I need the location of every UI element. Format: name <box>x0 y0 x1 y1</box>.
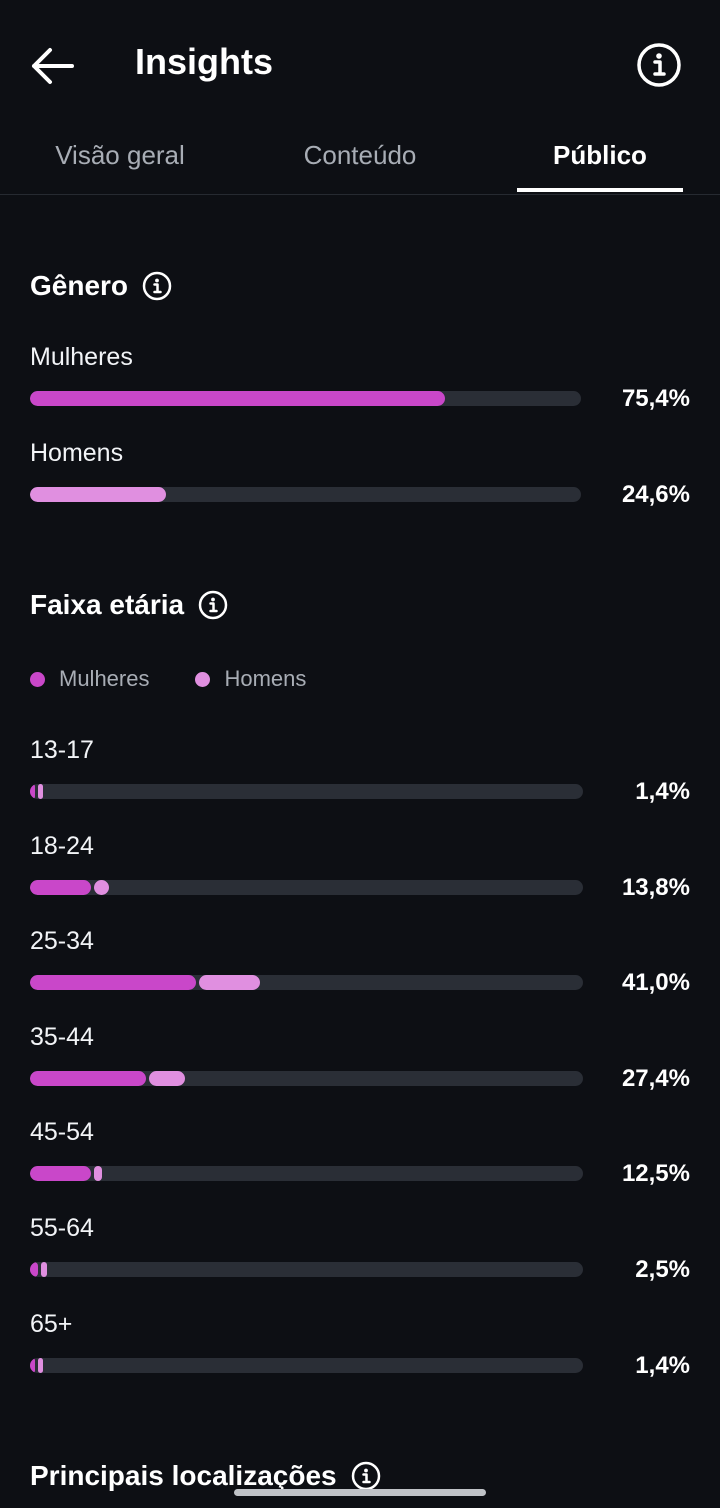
age-info-icon[interactable] <box>198 590 228 620</box>
legend-label-men: Homens <box>224 666 307 691</box>
age-row-percent: 1,4% <box>635 778 690 805</box>
age-row-percent: 13,8% <box>621 874 690 901</box>
gender-bar-track <box>30 487 581 502</box>
app-header: Insights <box>0 0 720 118</box>
age-bar-men <box>93 880 110 895</box>
locations-info-icon[interactable] <box>351 1461 381 1491</box>
age-bar-women <box>30 1262 38 1277</box>
gender-section-title: Gênero <box>30 270 172 302</box>
age-row-percent: 1,4% <box>635 1352 690 1379</box>
gender-info-icon[interactable] <box>142 271 172 301</box>
age-bar-track <box>30 1358 583 1373</box>
age-row-label: 25-34 <box>30 927 94 955</box>
age-bar-women <box>30 1071 147 1086</box>
gender-bar-track <box>30 391 581 406</box>
age-row-label: 55-64 <box>30 1214 94 1242</box>
gender-title-text: Gênero <box>30 270 129 301</box>
locations-section-title: Principais localizações <box>30 1460 381 1492</box>
legend-women: Mulheres <box>30 666 149 692</box>
home-indicator[interactable] <box>234 1489 486 1496</box>
locations-title-text: Principais localizações <box>30 1460 337 1491</box>
age-bar-women <box>30 1358 35 1373</box>
age-row-percent: 2,5% <box>635 1256 690 1283</box>
age-row-label: 45-54 <box>30 1118 94 1146</box>
legend-men: Homens <box>195 666 306 692</box>
tab-audience[interactable]: Público <box>553 140 647 170</box>
gender-bar-fill <box>30 391 446 406</box>
age-bar-men <box>93 1166 103 1181</box>
active-tab-indicator <box>517 188 683 192</box>
gender-row-percent: 75,4% <box>621 385 690 412</box>
age-row-label: 65+ <box>30 1310 73 1338</box>
age-title-text: Faixa etária <box>30 589 185 620</box>
age-row-percent: 27,4% <box>621 1065 690 1092</box>
legend-label-women: Mulheres <box>59 666 150 691</box>
age-bar-women <box>30 784 35 799</box>
age-bar-track <box>30 1166 583 1181</box>
tab-bar: Visão geral Conteúdo Público <box>0 118 720 195</box>
age-row-percent: 41,0% <box>621 969 690 996</box>
age-bar-track <box>30 975 583 990</box>
tab-content[interactable]: Conteúdo <box>303 140 417 170</box>
age-bar-track <box>30 1262 583 1277</box>
arrow-left-icon <box>32 48 74 84</box>
age-bar-track <box>30 1071 583 1086</box>
age-section-title: Faixa etária <box>30 589 228 621</box>
info-circle-icon <box>637 43 681 87</box>
age-bar-track <box>30 784 583 799</box>
age-bar-men <box>198 975 260 990</box>
age-bar-women <box>30 880 91 895</box>
legend-dot-women <box>30 671 45 687</box>
back-button[interactable] <box>28 44 76 88</box>
age-row-label: 13-17 <box>30 736 94 764</box>
age-bar-track <box>30 880 583 895</box>
info-button[interactable] <box>636 42 682 88</box>
legend-dot-men <box>195 671 211 687</box>
age-legend: Mulheres Homens <box>30 664 352 694</box>
age-row-label: 35-44 <box>30 1023 94 1051</box>
gender-row-label: Mulheres <box>30 343 133 371</box>
tab-overview[interactable]: Visão geral <box>55 140 185 170</box>
gender-bar-fill <box>30 487 166 502</box>
gender-row-label: Homens <box>30 439 124 467</box>
age-bar-men <box>38 784 43 799</box>
age-bar-men <box>40 1262 47 1277</box>
age-bar-men <box>149 1071 185 1086</box>
age-bar-women <box>30 1166 91 1181</box>
page-title: Insights <box>135 41 274 82</box>
age-row-label: 18-24 <box>30 832 94 860</box>
age-row-percent: 12,5% <box>621 1160 690 1187</box>
age-bar-women <box>30 975 196 990</box>
gender-row-percent: 24,6% <box>621 481 690 508</box>
age-bar-men <box>38 1358 43 1373</box>
